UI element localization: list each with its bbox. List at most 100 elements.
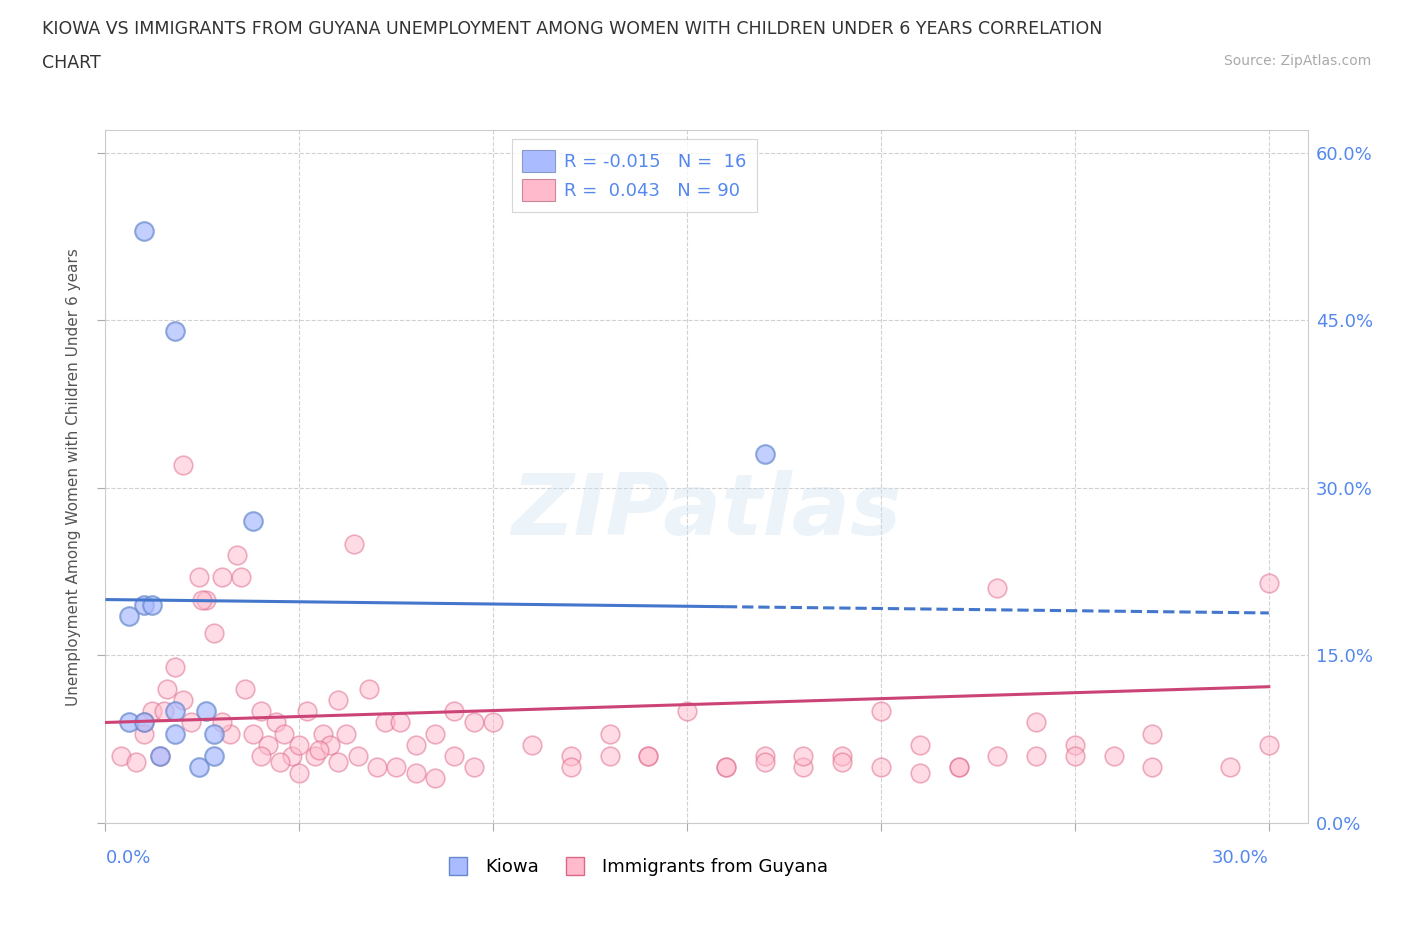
Point — [792, 760, 814, 775]
Point — [110, 749, 132, 764]
Point — [908, 765, 931, 780]
Point — [326, 693, 349, 708]
Point — [149, 749, 172, 764]
Point — [1025, 749, 1047, 764]
Point — [405, 737, 427, 752]
Point — [359, 682, 381, 697]
Point — [308, 743, 330, 758]
Point — [343, 537, 366, 551]
Point — [986, 749, 1008, 764]
Point — [560, 749, 582, 764]
Point — [172, 458, 194, 472]
Point — [134, 726, 156, 741]
Point — [257, 737, 280, 752]
Point — [986, 581, 1008, 596]
Point — [1064, 749, 1087, 764]
Point — [599, 749, 621, 764]
Point — [311, 726, 333, 741]
Point — [1142, 760, 1164, 775]
Point — [754, 749, 776, 764]
Point — [560, 760, 582, 775]
Point — [304, 749, 326, 764]
Point — [637, 749, 659, 764]
Point — [520, 737, 543, 752]
Point — [141, 704, 163, 719]
Point — [191, 592, 214, 607]
Point — [165, 659, 187, 674]
Text: ZIPatlas: ZIPatlas — [512, 470, 901, 552]
Text: 0.0%: 0.0% — [105, 849, 150, 868]
Point — [273, 726, 295, 741]
Point — [637, 749, 659, 764]
Point — [908, 737, 931, 752]
Point — [423, 771, 446, 786]
Point — [1257, 576, 1279, 591]
Point — [1142, 726, 1164, 741]
Point — [134, 223, 156, 238]
Point — [264, 715, 287, 730]
Point — [599, 726, 621, 741]
Point — [676, 704, 699, 719]
Point — [233, 682, 256, 697]
Point — [118, 715, 141, 730]
Point — [463, 760, 485, 775]
Point — [149, 749, 172, 764]
Point — [948, 760, 970, 775]
Point — [249, 749, 271, 764]
Point — [831, 754, 853, 769]
Point — [269, 754, 291, 769]
Point — [335, 726, 357, 741]
Point — [134, 715, 156, 730]
Point — [172, 693, 194, 708]
Text: KIOWA VS IMMIGRANTS FROM GUYANA UNEMPLOYMENT AMONG WOMEN WITH CHILDREN UNDER 6 Y: KIOWA VS IMMIGRANTS FROM GUYANA UNEMPLOY… — [42, 20, 1102, 38]
Point — [714, 760, 737, 775]
Point — [423, 726, 446, 741]
Point — [1102, 749, 1125, 764]
Point — [202, 726, 225, 741]
Point — [180, 715, 202, 730]
Point — [385, 760, 408, 775]
Point — [165, 704, 187, 719]
Point — [1257, 737, 1279, 752]
Point — [187, 570, 209, 585]
Point — [118, 609, 141, 624]
Point — [792, 749, 814, 764]
Point — [202, 749, 225, 764]
Point — [389, 715, 412, 730]
Point — [202, 626, 225, 641]
Point — [249, 704, 271, 719]
Point — [443, 749, 465, 764]
Point — [319, 737, 342, 752]
Point — [156, 682, 179, 697]
Point — [948, 760, 970, 775]
Y-axis label: Unemployment Among Women with Children Under 6 years: Unemployment Among Women with Children U… — [66, 247, 82, 706]
Point — [714, 760, 737, 775]
Point — [1025, 715, 1047, 730]
Point — [1219, 760, 1241, 775]
Point — [374, 715, 396, 730]
Point — [346, 749, 368, 764]
Point — [165, 726, 187, 741]
Point — [218, 726, 240, 741]
Point — [152, 704, 174, 719]
Point — [295, 704, 318, 719]
Point — [482, 715, 505, 730]
Point — [211, 715, 233, 730]
Point — [870, 760, 893, 775]
Point — [187, 760, 209, 775]
Point — [231, 570, 253, 585]
Point — [134, 598, 156, 613]
Point — [211, 570, 233, 585]
Point — [754, 446, 776, 461]
Point — [242, 514, 264, 529]
Point — [870, 704, 893, 719]
Point — [134, 715, 156, 730]
Point — [366, 760, 388, 775]
Point — [463, 715, 485, 730]
Point — [405, 765, 427, 780]
Point — [195, 592, 218, 607]
Point — [831, 749, 853, 764]
Point — [288, 737, 311, 752]
Text: 30.0%: 30.0% — [1212, 849, 1268, 868]
Point — [1064, 737, 1087, 752]
